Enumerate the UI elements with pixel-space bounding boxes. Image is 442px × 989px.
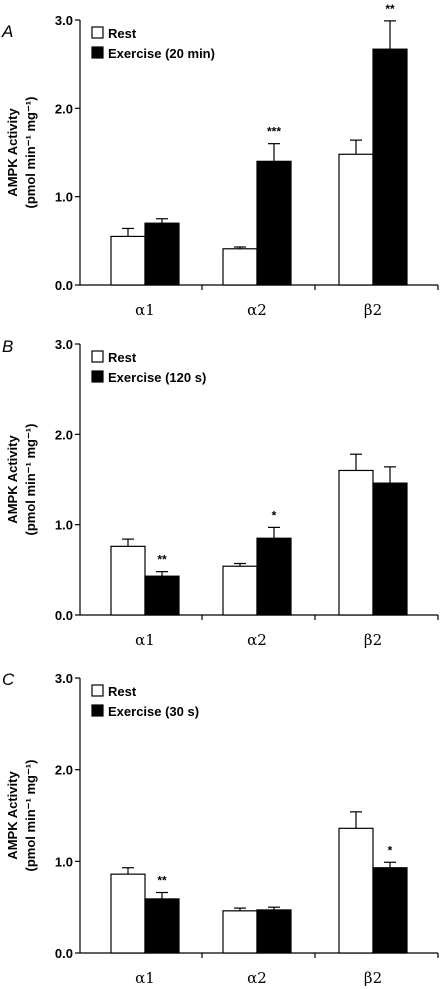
y-tick-label: 0.0 [55,608,73,623]
rest-bar-3 [338,469,374,616]
y-tick-label: 2.0 [55,763,73,778]
significance-mark: * [388,843,393,857]
legend-label-rest: Rest [108,350,137,365]
rest-bar-3 [338,827,374,954]
y-axis-unit-label: (pmol min⁻¹ mg⁻¹) [23,97,38,209]
x-category-label: β2 [364,969,382,987]
legend-swatch-rest [91,684,104,697]
exercise-bar-2 [256,537,292,616]
y-axis-unit-label: (pmol min⁻¹ mg⁻¹) [23,424,38,536]
panel-letter: A [1,22,13,41]
chart-panel-a: A AMPK Activity (pmol min⁻¹ mg⁻¹) 0.0 1.0 2.0… [1,2,439,319]
significance-mark: * [272,508,277,522]
significance-mark: *** [267,125,281,139]
legend-label-rest: Rest [108,684,137,699]
rest-bar-2 [222,248,258,286]
x-category-label: α2 [247,631,267,649]
rest-bar-2 [222,910,258,954]
rest-bar-3 [338,153,374,286]
x-category-label: β2 [364,631,382,649]
legend-swatch-rest [91,26,104,39]
rest-bar-1 [110,873,146,954]
legend-label-exercise: Exercise (20 min) [108,46,215,61]
significance-mark: ** [157,874,167,888]
exercise-bar-1 [144,898,180,954]
x-category-label: α1 [135,969,155,987]
chart-panel-b: B AMPK Activity (pmol min⁻¹ mg⁻¹) 0.0 1.0 2.0… [2,337,439,649]
legend-label-exercise: Exercise (30 s) [108,704,199,719]
y-tick-label: 2.0 [55,101,73,116]
exercise-bar-1 [144,222,180,286]
exercise-bar-2 [256,909,292,954]
x-category-label: β2 [364,301,382,319]
chart-panel-c: C AMPK Activity (pmol min⁻¹ mg⁻¹) 0.0 1.0 2.0… [2,670,439,987]
y-tick-label: 3.0 [55,337,73,352]
y-axis-label: AMPK Activity [5,435,20,524]
exercise-bar-3 [372,482,408,616]
significance-mark: ** [385,2,395,16]
panel-letter: C [2,670,15,689]
y-tick-label: 0.0 [55,946,73,961]
y-axis-label: AMPK Activity [5,108,20,197]
exercise-bar-3 [372,867,408,954]
x-category-label: α2 [247,301,267,319]
y-tick-label: 1.0 [55,190,73,205]
legend-swatch-exercise [91,370,104,383]
x-category-label: α2 [247,969,267,987]
x-category-label: α1 [135,631,155,649]
y-tick-label: 0.0 [55,278,73,293]
exercise-bar-1 [144,575,180,616]
y-tick-label: 3.0 [55,13,73,28]
x-category-label: α1 [135,301,155,319]
y-tick-label: 1.0 [55,854,73,869]
legend-label-exercise: Exercise (120 s) [108,370,206,385]
legend-swatch-rest [91,350,104,363]
rest-bar-1 [110,235,146,286]
exercise-bar-3 [372,48,408,286]
y-axis-label: AMPK Activity [5,771,20,860]
panel-letter: B [2,337,13,356]
y-tick-label: 2.0 [55,427,73,442]
rest-bar-1 [110,545,146,616]
legend-swatch-exercise [91,46,104,59]
y-tick-label: 3.0 [55,671,73,686]
legend-swatch-exercise [91,704,104,717]
exercise-bar-2 [256,160,292,286]
y-axis-unit-label: (pmol min⁻¹ mg⁻¹) [23,760,38,872]
legend-label-rest: Rest [108,26,137,41]
rest-bar-2 [222,565,258,616]
y-tick-label: 1.0 [55,518,73,533]
significance-mark: ** [157,553,167,567]
